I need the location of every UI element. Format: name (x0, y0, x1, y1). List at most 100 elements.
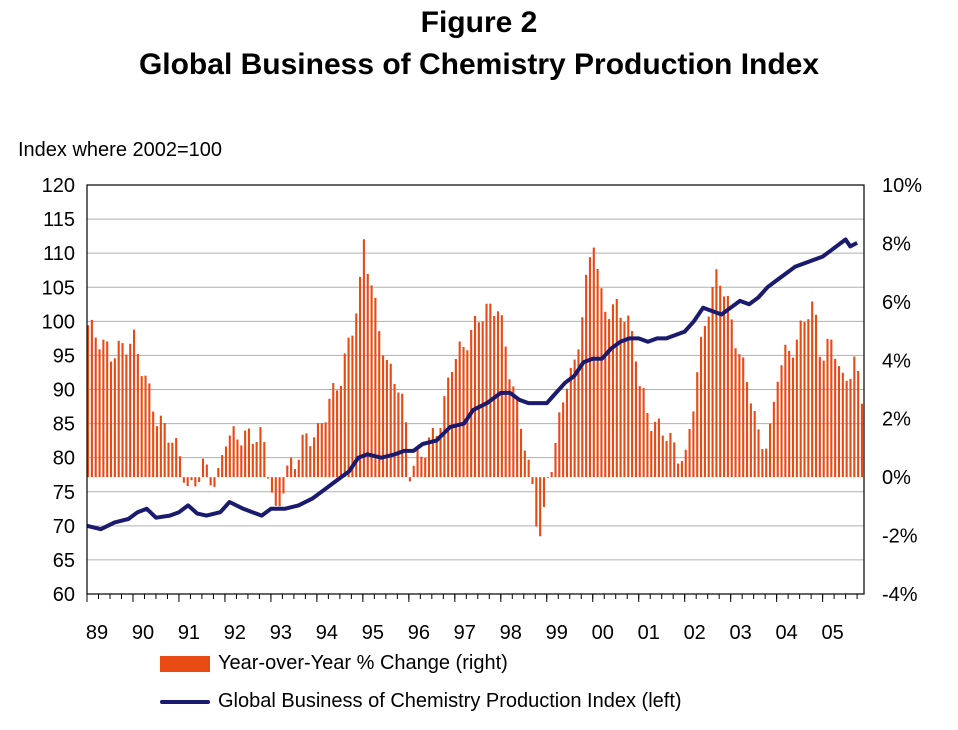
yoy-bar (370, 285, 373, 478)
yoy-bar (650, 431, 653, 478)
x-tick-label: 99 (546, 622, 568, 644)
legend-item-line: Global Business of Chemistry Production … (160, 690, 682, 713)
yoy-bar (458, 341, 461, 478)
yoy-bar (562, 402, 565, 478)
yoy-bar (362, 239, 365, 478)
yoy-bar (148, 383, 151, 478)
yoy-bar (198, 477, 201, 482)
x-tick-label: 97 (454, 622, 476, 644)
y-left-tick-label: 85 (53, 414, 75, 436)
y-left-tick-label: 75 (53, 482, 75, 504)
yoy-bar (136, 354, 139, 478)
yoy-bar (745, 382, 749, 478)
yoy-bar (278, 477, 281, 507)
yoy-bar (439, 428, 442, 478)
yoy-bar (393, 383, 396, 478)
yoy-bar (857, 370, 860, 478)
y-left-tick-label: 80 (53, 448, 75, 470)
yoy-bar (684, 449, 687, 478)
yoy-bar (94, 337, 97, 478)
yoy-bar (742, 357, 745, 478)
yoy-bar (508, 379, 511, 478)
yoy-bar (297, 459, 300, 478)
yoy-bar (267, 477, 270, 479)
yoy-bar (313, 437, 316, 478)
yoy-bar (749, 403, 752, 478)
yoy-bar (178, 456, 182, 478)
yoy-bar (347, 337, 350, 478)
yoy-bar (416, 449, 419, 478)
y-left-tick-label: 90 (53, 380, 75, 402)
yoy-bar (623, 322, 626, 478)
yoy-bar (316, 423, 319, 478)
y-left-tick-label: 95 (53, 345, 75, 367)
yoy-bar (761, 449, 764, 478)
yoy-bar (577, 349, 580, 478)
yoy-bar (703, 326, 706, 478)
yoy-bar (152, 411, 155, 478)
yoy-bar (155, 426, 159, 478)
yoy-bar (841, 372, 844, 478)
yoy-bar (558, 412, 561, 478)
yoy-bar (803, 321, 806, 478)
yoy-bar (765, 448, 768, 478)
x-tick-label: 93 (270, 622, 292, 644)
x-tick-label: 00 (592, 622, 614, 644)
yoy-bar (263, 442, 266, 478)
yoy-bar (780, 365, 783, 478)
yoy-bar (324, 422, 327, 478)
yoy-bar (661, 435, 664, 478)
yoy-bar (814, 314, 818, 478)
yoy-bar (504, 346, 507, 478)
yoy-bar (757, 429, 760, 478)
yoy-bar (596, 268, 599, 478)
yoy-bar (466, 350, 469, 478)
yoy-bar (646, 413, 649, 478)
yoy-bar (726, 295, 729, 478)
yoy-bar (201, 458, 205, 478)
yoy-bar (719, 285, 722, 478)
yoy-bar (654, 421, 657, 478)
yoy-bar (516, 396, 519, 478)
yoy-bar (665, 440, 668, 478)
yoy-bar (473, 315, 477, 478)
x-tick-label: 98 (500, 622, 522, 644)
figure-label: Figure 2 (420, 6, 538, 39)
x-tick-label: 05 (821, 622, 843, 644)
yoy-bar (531, 477, 534, 485)
x-tick-label: 91 (178, 622, 200, 644)
yoy-bar (351, 335, 354, 478)
yoy-bar (320, 423, 323, 478)
yoy-bar (397, 392, 400, 478)
yoy-bar (680, 461, 683, 478)
yoy-bar (113, 358, 116, 478)
y-left-tick-label: 60 (53, 584, 75, 606)
yoy-bar (500, 315, 503, 478)
yoy-bar (232, 426, 235, 478)
yoy-bar (140, 376, 143, 478)
yoy-bar (638, 386, 641, 478)
yoy-bar (634, 361, 637, 478)
yoy-bar (247, 428, 251, 478)
yoy-bar (481, 321, 484, 478)
yoy-bar (412, 465, 415, 478)
yoy-bar (424, 457, 427, 478)
yoy-bar (420, 456, 423, 478)
yoy-bar (408, 477, 411, 482)
yoy-bar (784, 344, 787, 478)
yoy-bar (688, 429, 691, 478)
yoy-bar (132, 329, 136, 478)
yoy-bar (837, 366, 841, 478)
y-left-tick-label: 100 (42, 311, 75, 333)
yoy-bar (167, 442, 170, 478)
yoy-bar (657, 418, 660, 478)
yoy-bar (818, 356, 821, 478)
yoy-bar (171, 442, 174, 478)
yoy-bar (600, 288, 603, 478)
yoy-bar (845, 380, 848, 478)
yoy-bar (98, 349, 101, 478)
yoy-bar (236, 439, 239, 478)
yoy-bar (669, 432, 672, 478)
